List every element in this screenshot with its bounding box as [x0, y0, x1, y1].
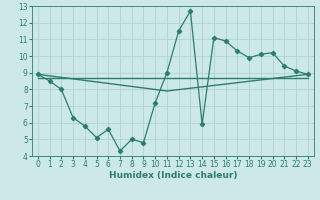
X-axis label: Humidex (Indice chaleur): Humidex (Indice chaleur)	[108, 171, 237, 180]
